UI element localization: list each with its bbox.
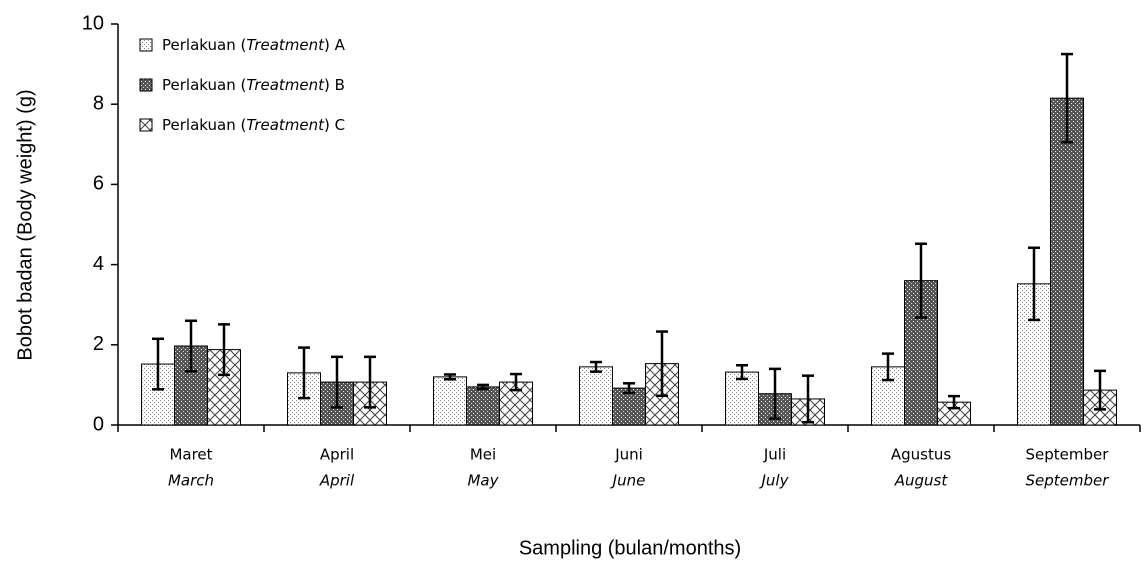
x-tick-label-en: March: [168, 472, 214, 490]
x-tick-label-en: May: [467, 472, 499, 490]
x-tick-label: September: [1026, 446, 1110, 464]
error-bar: [948, 394, 960, 410]
error-bar: [444, 373, 456, 381]
x-tick-label-en: September: [1026, 472, 1110, 490]
error-bar: [364, 355, 376, 409]
legend-label: Perlakuan (Treatment) C: [162, 116, 345, 134]
y-tick-label: 6: [93, 173, 104, 195]
bar: [612, 387, 646, 426]
error-bar: [590, 360, 602, 373]
y-tick-label: 10: [82, 12, 104, 34]
error-bar: [882, 352, 894, 382]
x-tick-label-en: April: [319, 472, 355, 490]
x-tick-label: Agustus: [891, 446, 951, 464]
x-tick-label: Maret: [169, 446, 212, 464]
x-tick-label: Mei: [470, 446, 496, 464]
legend-label: Perlakuan (Treatment) B: [162, 76, 345, 94]
x-tick-label-en: July: [759, 472, 790, 490]
error-bar: [510, 372, 522, 392]
error-bar: [218, 323, 230, 377]
legend-swatch: [139, 118, 153, 132]
bar: [433, 376, 467, 426]
x-tick-label-en: August: [894, 472, 949, 490]
x-tick-label: Juni: [614, 446, 643, 464]
error-bar: [185, 319, 197, 373]
bar: [1050, 97, 1084, 426]
bar: [579, 366, 613, 426]
error-bar: [477, 383, 489, 391]
error-bar: [915, 242, 927, 319]
y-axis-label: Bobot badan (Body weight) (g): [14, 89, 36, 360]
error-bar: [656, 330, 668, 397]
error-bar: [298, 346, 310, 400]
x-tick-label-en: June: [610, 472, 646, 490]
error-bar: [623, 382, 635, 395]
error-bar: [1094, 369, 1106, 411]
legend-swatch: [139, 78, 153, 92]
y-tick-label: 4: [93, 253, 104, 275]
error-bar: [1061, 52, 1073, 144]
bar: [466, 386, 500, 426]
error-bar: [802, 374, 814, 424]
error-bar: [152, 337, 164, 391]
error-bar: [331, 355, 343, 409]
error-bar: [1028, 246, 1040, 322]
y-tick-label: 2: [93, 333, 104, 355]
x-tick-label: Juli: [763, 446, 786, 464]
bar: [141, 363, 175, 426]
error-bar: [736, 364, 748, 381]
legend-swatch: [139, 38, 153, 52]
error-bar: [769, 367, 781, 420]
y-tick-label: 8: [93, 92, 104, 114]
x-tick-label: April: [320, 446, 354, 464]
x-axis-label: Sampling (bulan/months): [519, 537, 741, 559]
y-tick-label: 0: [93, 413, 104, 435]
legend-label: Perlakuan (Treatment) A: [162, 36, 346, 54]
